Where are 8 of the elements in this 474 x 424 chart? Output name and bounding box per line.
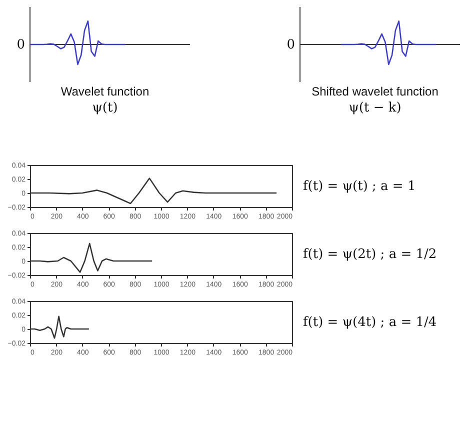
text: f(t) = ψ(4t) ; a = 1/4 xyxy=(303,315,437,330)
text: f(t) = ψ(t) ; a = 1 xyxy=(303,179,416,194)
text: f(t) = ψ(2t) ; a = 1/2 xyxy=(303,247,437,262)
text: ψ(t) xyxy=(92,100,118,116)
text: ψ(t − k) xyxy=(348,100,402,116)
text: Shifted wavelet function xyxy=(312,84,438,98)
text: 0 xyxy=(286,38,295,52)
text: Wavelet function xyxy=(60,84,150,98)
